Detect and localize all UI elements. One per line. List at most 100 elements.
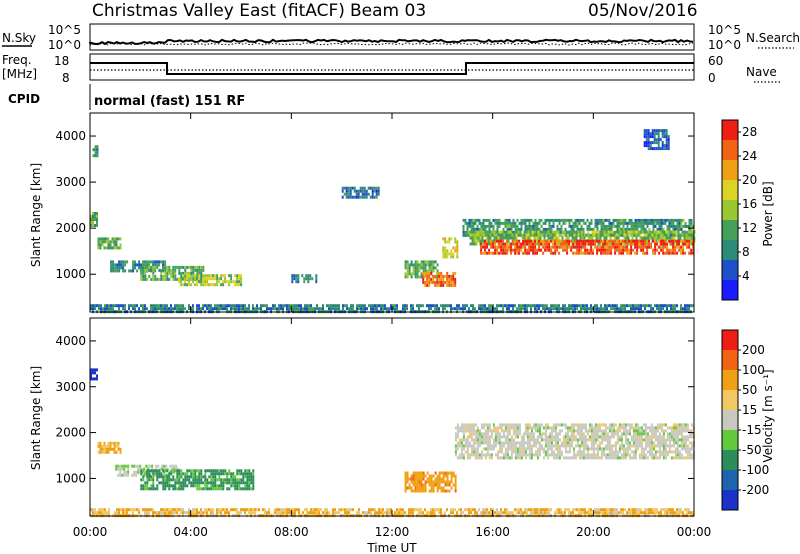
velocity-ytick-label: 1000	[55, 471, 86, 485]
velocity-colorbar-swatch	[722, 450, 738, 471]
power-colorbar-swatch	[722, 180, 738, 201]
freq-tick-bottom: 8	[62, 71, 70, 85]
frequency-panel: Freq. [MHz] 18 8 60 0 Nave	[2, 53, 782, 85]
power-colorbar: 4 8 12 16 20 24 28	[721, 119, 757, 301]
velocity-colorbar-tick: 100	[742, 363, 765, 377]
freq-label: Freq.	[2, 53, 32, 67]
nsearch-series	[89, 42, 694, 46]
velocity-colorbar-tick: -200	[742, 483, 769, 497]
power-colorbar-tick: 8	[742, 245, 750, 259]
power-colorbar-swatch	[722, 160, 738, 181]
velocity-colorbar-swatch	[722, 390, 738, 411]
nsky-series	[89, 38, 694, 46]
power-region-0	[92, 145, 99, 158]
power-region-15	[643, 129, 670, 151]
frequency-series	[90, 62, 694, 75]
power-colorbar-swatch	[722, 260, 738, 281]
velocity-colorbar-swatch	[722, 490, 738, 511]
x-tick-label: 00:00	[677, 525, 712, 539]
x-tick-label: 04:00	[173, 525, 208, 539]
power-panel: 1000 2000 3000 4000 Slant Range [km] 4 8 12 16…	[29, 112, 775, 314]
date-label: 05/Nov/2016	[588, 1, 698, 21]
power-data	[90, 129, 696, 314]
x-tick-label: 00:00	[73, 525, 108, 539]
power-colorbar-tick: 16	[742, 197, 757, 211]
power-ytick-label: 1000	[55, 267, 86, 281]
power-region-9	[422, 271, 457, 287]
power-region-12	[467, 230, 696, 246]
power-region-2	[97, 237, 122, 250]
power-colorbar-tick: 4	[742, 269, 750, 283]
velocity-panel: 1000 2000 3000 4000 Slant Range [km] 200 100…	[29, 317, 775, 518]
velocity-region-0	[90, 368, 98, 381]
power-colorbar-swatch	[722, 280, 738, 301]
power-colorbar-swatch	[722, 240, 738, 261]
power-colorbar-swatch	[722, 140, 738, 161]
power-colorbar-swatch	[722, 220, 738, 241]
power-ylabel: Slant Range [km]	[29, 163, 43, 267]
power-region-5	[178, 274, 243, 287]
power-colorbar-swatch	[722, 120, 738, 141]
velocity-colorbar-tick: 15	[742, 403, 757, 417]
velocity-ytick-label: 2000	[55, 426, 86, 440]
power-colorbar-tick: 28	[742, 125, 757, 139]
velocity-colorbar-swatch	[722, 330, 738, 351]
nave-tick-top: 60	[708, 54, 723, 68]
velocity-colorbar-swatch	[722, 410, 738, 431]
noise-tick-right-top: 10^5	[708, 23, 741, 37]
freq-unit-label: [MHz]	[2, 67, 37, 81]
x-tick-label: 16:00	[475, 525, 510, 539]
velocity-colorbar-swatch	[722, 370, 738, 391]
velocity-colorbar-tick: 50	[742, 383, 757, 397]
velocity-region-3	[140, 469, 255, 491]
noise-tick-left-top: 10^5	[48, 23, 81, 37]
power-region-1	[90, 212, 98, 227]
power-colorbar-tick: 24	[742, 149, 757, 163]
power-ytick-label: 2000	[55, 221, 86, 235]
x-axis-label: Time UT	[366, 541, 417, 554]
velocity-colorbar-tick: -15	[742, 423, 762, 437]
power-colorbar-tick: 20	[742, 173, 757, 187]
velocity-colorbar-swatch	[722, 350, 738, 371]
power-colorbar-swatch	[722, 200, 738, 221]
velocity-region-4	[404, 471, 457, 493]
power-colorbar-label: Power [dB]	[761, 181, 775, 246]
power-region-6	[291, 274, 318, 284]
velocity-region-1	[97, 441, 122, 454]
beam-label: Beam 03	[350, 1, 426, 21]
nsearch-label: N.Search	[746, 31, 800, 45]
velocity-colorbar-swatch	[722, 430, 738, 451]
velocity-region-5	[454, 423, 695, 460]
power-region-13	[480, 239, 695, 255]
power-colorbar-tick: 12	[742, 221, 757, 235]
power-region-7	[341, 186, 380, 199]
velocity-colorbar-swatch	[722, 470, 738, 491]
power-region-4	[140, 265, 205, 281]
nave-tick-bottom: 0	[708, 71, 716, 85]
power-ytick-label: 3000	[55, 175, 86, 189]
nsky-label: N.Sky	[2, 31, 36, 45]
velocity-colorbar-label: Velocity [m s⁻¹]	[761, 369, 775, 462]
x-tick-label: 08:00	[274, 525, 309, 539]
velocity-colorbar: 200 100 50 15 -15 -50 -100 -200	[721, 329, 769, 511]
power-ytick-label: 4000	[55, 129, 86, 143]
noise-tick-left-bottom: 10^0	[48, 38, 81, 52]
power-region-10	[442, 237, 459, 259]
freq-tick-top: 18	[54, 54, 69, 68]
velocity-data	[90, 368, 695, 518]
velocity-colorbar-tick: -100	[742, 463, 769, 477]
nave-label: Nave	[746, 65, 777, 79]
velocity-colorbar-tick: 200	[742, 343, 765, 357]
power-region-3	[110, 260, 167, 273]
plot-title: Christmas Valley East (fitACF)	[92, 1, 345, 21]
velocity-ytick-label: 4000	[55, 334, 86, 348]
velocity-ytick-label: 3000	[55, 380, 86, 394]
velocity-colorbar-tick: -50	[742, 443, 762, 457]
x-axis-ticks: 00:00 04:00 08:00 12:00 16:00 20:00 00:00	[73, 113, 712, 539]
noise-tick-right-bottom: 10^0	[708, 38, 741, 52]
x-tick-label: 20:00	[576, 525, 611, 539]
cpid-text: normal (fast) 151 RF	[94, 94, 245, 109]
noise-panel: N.Sky 10^5 10^0 10^5 10^0 N.Search	[2, 23, 800, 52]
velocity-ylabel: Slant Range [km]	[29, 366, 43, 470]
